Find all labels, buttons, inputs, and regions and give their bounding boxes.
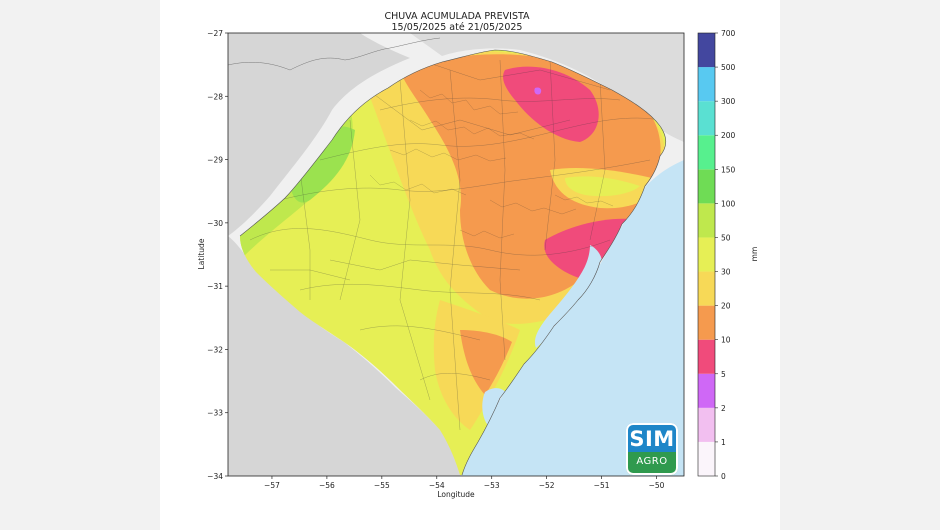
colorbar-segment [698, 271, 715, 306]
colorbar-tick-label: 20 [721, 302, 731, 311]
plot-frame [227, 32, 685, 477]
y-tick-label: −34 [207, 472, 223, 481]
colorbar-tick-label: 0 [721, 472, 726, 481]
y-tick-label: −31 [207, 282, 223, 291]
y-tick-label: −33 [207, 409, 223, 418]
y-tick-label: −32 [207, 345, 223, 354]
colorbar-segment [698, 169, 715, 204]
y-axis-label: Latitude [197, 238, 206, 269]
x-tick-label: −53 [484, 481, 500, 490]
colorbar-segment [698, 67, 715, 102]
x-tick-label: −56 [319, 481, 335, 490]
colorbar-tick-label: 500 [721, 63, 736, 72]
x-axis-label: Longitude [437, 490, 475, 499]
map-title: CHUVA ACUMULADA PREVISTA [384, 11, 530, 22]
colorbar-segment [698, 305, 715, 340]
colorbar-segment [698, 441, 715, 476]
colorbar-tick-label: 1 [721, 438, 726, 447]
x-tick-label: −55 [374, 481, 390, 490]
colorbar-segment [698, 101, 715, 136]
neighbor-land-south [228, 236, 462, 476]
map-subtitle: 15/05/2025 até 21/05/2025 [392, 22, 523, 33]
colorbar-tick-label: 700 [721, 29, 736, 38]
colorbar-segment [698, 203, 715, 238]
x-tick-label: −54 [429, 481, 445, 490]
x-tick-label: −50 [649, 481, 665, 490]
colorbar-tick-label: 10 [721, 336, 731, 345]
logo-line-2: AGRO [636, 456, 668, 467]
ocean [462, 160, 684, 476]
colorbar-tick-label: 2 [721, 404, 726, 413]
colorbar-label: mm [750, 247, 759, 262]
y-tick-label: −29 [207, 156, 223, 165]
colorbar-tick-label: 5 [721, 370, 726, 379]
colorbar-tick-label: 200 [721, 131, 736, 140]
precipitation-field [240, 50, 666, 475]
colorbar-segment [698, 407, 715, 442]
x-tick-label: −57 [264, 481, 280, 490]
colorbar-frame [697, 32, 716, 477]
y-axis: −27 −28 −29 −30 −31 −32 −33 −34 [207, 29, 228, 481]
figure: CHUVA ACUMULADA PREVISTA 15/05/2025 até … [160, 0, 780, 530]
y-tick-label: −27 [207, 29, 223, 38]
plot-area [227, 32, 685, 477]
country-border [227, 37, 441, 71]
colorbar-segment [698, 339, 715, 374]
sim-agro-logo: SIM AGRO [626, 423, 678, 475]
state-outline [239, 49, 667, 476]
colorbar: 0 1 2 5 10 20 30 50 100 150 200 300 500 700 [697, 29, 736, 481]
colorbar-segment [698, 373, 715, 408]
y-tick-label: −28 [207, 92, 223, 101]
precipitation-map: CHUVA ACUMULADA PREVISTA 15/05/2025 até … [197, 11, 759, 499]
colorbar-tick-label: 150 [721, 165, 736, 174]
x-axis: −57 −56 −55 −54 −53 −52 −51 −50 [264, 476, 665, 490]
logo-line-1: SIM [629, 427, 675, 451]
colorbar-segment [698, 33, 715, 68]
x-tick-label: −52 [539, 481, 555, 490]
colorbar-tick-label: 300 [721, 97, 736, 106]
neighbor-land-north [410, 33, 684, 142]
colorbar-segment [698, 135, 715, 170]
colorbar-segment [698, 237, 715, 272]
neighbor-land [228, 33, 410, 236]
colorbar-tick-label: 50 [721, 233, 731, 242]
colorbar-tick-label: 100 [721, 199, 736, 208]
y-tick-label: −30 [207, 219, 223, 228]
colorbar-tick-label: 30 [721, 268, 731, 277]
x-tick-label: −51 [594, 481, 610, 490]
